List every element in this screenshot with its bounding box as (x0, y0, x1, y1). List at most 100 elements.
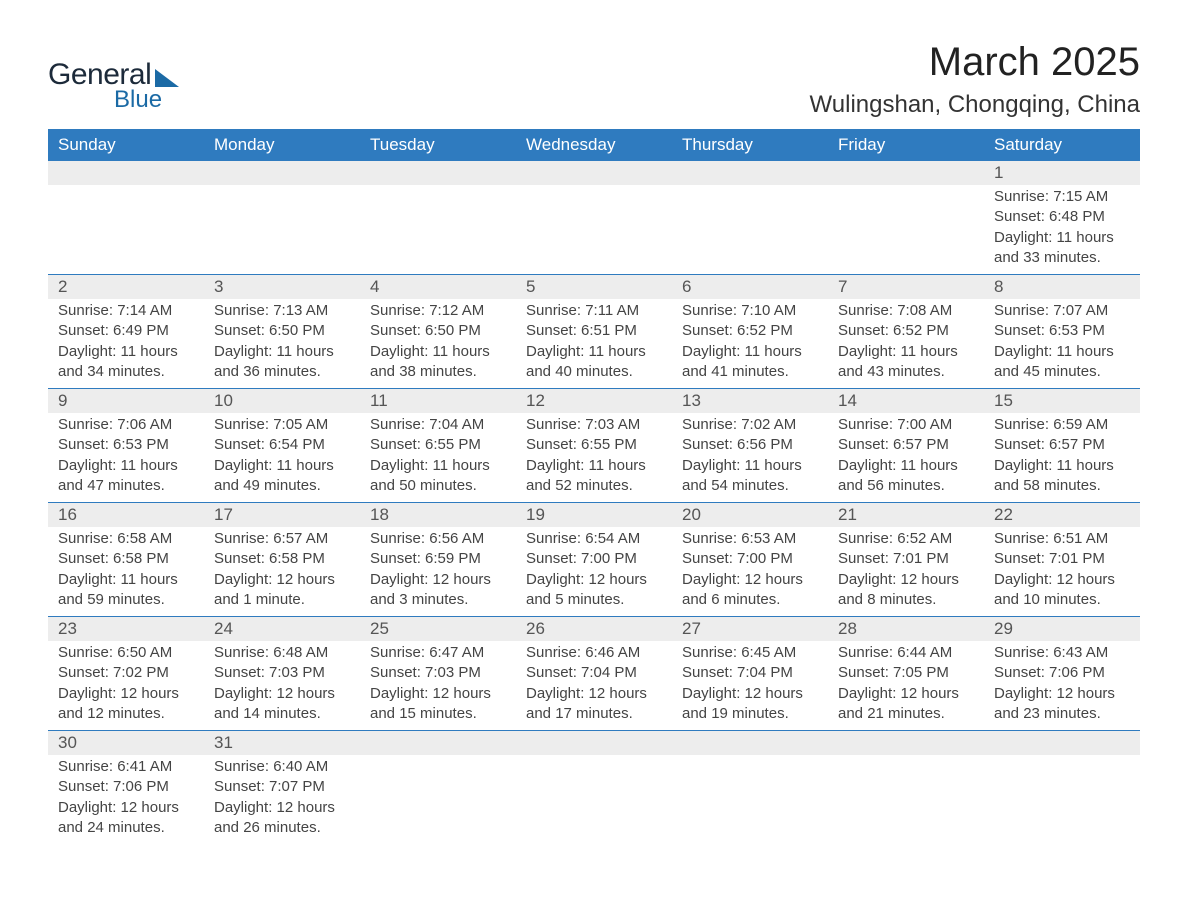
day-body-cell: Sunrise: 6:50 AMSunset: 7:02 PMDaylight:… (48, 641, 204, 731)
logo: General Blue (48, 40, 179, 114)
day-body-cell: Sunrise: 6:43 AMSunset: 7:06 PMDaylight:… (984, 641, 1140, 731)
day-d1: Daylight: 12 hours (370, 570, 506, 590)
day-number-row: 9101112131415 (48, 389, 1140, 414)
day-sr: Sunrise: 6:50 AM (58, 643, 194, 663)
day-number: 3 (214, 277, 223, 296)
day-number-cell: 18 (360, 503, 516, 528)
day-sr: Sunrise: 7:15 AM (994, 187, 1130, 207)
day-number-cell: 16 (48, 503, 204, 528)
day-number-cell: 5 (516, 275, 672, 300)
day-number-cell: 7 (828, 275, 984, 300)
day-sr: Sunrise: 7:07 AM (994, 301, 1130, 321)
day-body-cell: Sunrise: 7:07 AMSunset: 6:53 PMDaylight:… (984, 299, 1140, 389)
day-ss: Sunset: 6:51 PM (526, 321, 662, 341)
day-number: 10 (214, 391, 233, 410)
day-body-cell: Sunrise: 6:48 AMSunset: 7:03 PMDaylight:… (204, 641, 360, 731)
day-sr: Sunrise: 7:00 AM (838, 415, 974, 435)
day-body-cell: Sunrise: 7:13 AMSunset: 6:50 PMDaylight:… (204, 299, 360, 389)
day-number: 20 (682, 505, 701, 524)
day-d1: Daylight: 12 hours (214, 570, 350, 590)
day-ss: Sunset: 7:03 PM (214, 663, 350, 683)
day-d2: and 8 minutes. (838, 590, 974, 610)
day-number-cell (828, 731, 984, 756)
day-body-cell (672, 755, 828, 844)
day-number: 8 (994, 277, 1003, 296)
day-d2: and 34 minutes. (58, 362, 194, 382)
location-subtitle: Wulingshan, Chongqing, China (810, 91, 1140, 119)
day-d2: and 24 minutes. (58, 818, 194, 838)
day-ss: Sunset: 6:58 PM (214, 549, 350, 569)
day-d2: and 23 minutes. (994, 704, 1130, 724)
day-sr: Sunrise: 7:04 AM (370, 415, 506, 435)
day-number-row: 30 31 (48, 731, 1140, 756)
day-body-cell: Sunrise: 6:59 AMSunset: 6:57 PMDaylight:… (984, 413, 1140, 503)
day-sr: Sunrise: 6:44 AM (838, 643, 974, 663)
page-title: March 2025 (810, 40, 1140, 85)
day-number-cell: 26 (516, 617, 672, 642)
day-ss: Sunset: 6:53 PM (994, 321, 1130, 341)
day-number: 31 (214, 733, 233, 752)
day-number: 23 (58, 619, 77, 638)
day-ss: Sunset: 7:04 PM (526, 663, 662, 683)
day-body-cell: Sunrise: 7:05 AMSunset: 6:54 PMDaylight:… (204, 413, 360, 503)
day-sr: Sunrise: 6:56 AM (370, 529, 506, 549)
calendar-table: Sunday Monday Tuesday Wednesday Thursday… (48, 129, 1140, 844)
day-d1: Daylight: 11 hours (994, 228, 1130, 248)
day-ss: Sunset: 6:55 PM (370, 435, 506, 455)
day-number-cell (516, 731, 672, 756)
day-ss: Sunset: 6:53 PM (58, 435, 194, 455)
day-body-cell (984, 755, 1140, 844)
day-ss: Sunset: 6:50 PM (214, 321, 350, 341)
day-body-cell: Sunrise: 6:51 AMSunset: 7:01 PMDaylight:… (984, 527, 1140, 617)
day-body-cell: Sunrise: 6:47 AMSunset: 7:03 PMDaylight:… (360, 641, 516, 731)
day-sr: Sunrise: 6:54 AM (526, 529, 662, 549)
day-body-cell (360, 185, 516, 275)
day-number-cell: 29 (984, 617, 1140, 642)
day-number: 13 (682, 391, 701, 410)
day-number: 14 (838, 391, 857, 410)
day-sr: Sunrise: 7:13 AM (214, 301, 350, 321)
day-d1: Daylight: 12 hours (682, 684, 818, 704)
day-sr: Sunrise: 7:08 AM (838, 301, 974, 321)
day-number-cell: 20 (672, 503, 828, 528)
day-sr: Sunrise: 6:41 AM (58, 757, 194, 777)
day-d1: Daylight: 12 hours (58, 684, 194, 704)
day-d1: Daylight: 11 hours (58, 570, 194, 590)
header: General Blue March 2025 Wulingshan, Chon… (48, 40, 1140, 119)
day-body-cell: Sunrise: 6:45 AMSunset: 7:04 PMDaylight:… (672, 641, 828, 731)
day-number-cell: 11 (360, 389, 516, 414)
day-number: 5 (526, 277, 535, 296)
day-body-row: Sunrise: 6:50 AMSunset: 7:02 PMDaylight:… (48, 641, 1140, 731)
day-number-cell: 8 (984, 275, 1140, 300)
day-d2: and 58 minutes. (994, 476, 1130, 496)
day-number-cell: 24 (204, 617, 360, 642)
day-d1: Daylight: 11 hours (682, 342, 818, 362)
day-d2: and 3 minutes. (370, 590, 506, 610)
day-sr: Sunrise: 6:40 AM (214, 757, 350, 777)
day-body-row: Sunrise: 7:06 AMSunset: 6:53 PMDaylight:… (48, 413, 1140, 503)
day-d1: Daylight: 11 hours (838, 456, 974, 476)
weekday-header: Thursday (672, 129, 828, 161)
day-body-cell (828, 185, 984, 275)
day-number-cell: 22 (984, 503, 1140, 528)
day-d2: and 15 minutes. (370, 704, 506, 724)
day-ss: Sunset: 7:00 PM (526, 549, 662, 569)
day-body-cell: Sunrise: 7:12 AMSunset: 6:50 PMDaylight:… (360, 299, 516, 389)
day-d1: Daylight: 11 hours (370, 342, 506, 362)
weekday-header: Wednesday (516, 129, 672, 161)
day-body-cell: Sunrise: 6:40 AMSunset: 7:07 PMDaylight:… (204, 755, 360, 844)
day-sr: Sunrise: 7:14 AM (58, 301, 194, 321)
day-number-cell: 19 (516, 503, 672, 528)
day-d2: and 33 minutes. (994, 248, 1130, 268)
day-number: 28 (838, 619, 857, 638)
day-d2: and 47 minutes. (58, 476, 194, 496)
day-number: 19 (526, 505, 545, 524)
day-ss: Sunset: 6:57 PM (994, 435, 1130, 455)
weekday-header: Friday (828, 129, 984, 161)
day-ss: Sunset: 7:05 PM (838, 663, 974, 683)
day-body-cell: Sunrise: 7:10 AMSunset: 6:52 PMDaylight:… (672, 299, 828, 389)
day-sr: Sunrise: 7:05 AM (214, 415, 350, 435)
day-d1: Daylight: 11 hours (526, 342, 662, 362)
day-number: 30 (58, 733, 77, 752)
day-number-cell: 31 (204, 731, 360, 756)
